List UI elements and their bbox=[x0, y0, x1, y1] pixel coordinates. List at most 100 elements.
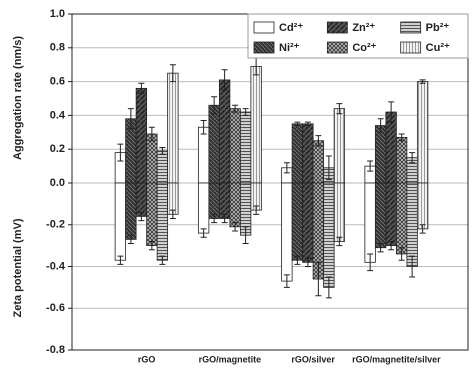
error-bar bbox=[221, 69, 228, 91]
bar bbox=[281, 182, 293, 282]
legend-label: Co²⁺ bbox=[352, 42, 376, 54]
error-bar bbox=[221, 213, 228, 224]
error-bar bbox=[200, 228, 207, 238]
bar bbox=[146, 182, 158, 247]
error-bar bbox=[117, 143, 124, 162]
bar bbox=[125, 182, 137, 240]
bar bbox=[156, 182, 169, 261]
error-bar bbox=[211, 213, 218, 224]
bar bbox=[239, 111, 252, 184]
bar bbox=[385, 182, 397, 247]
bar bbox=[385, 111, 397, 184]
bar bbox=[312, 140, 325, 184]
x-tick-label: rGO bbox=[138, 354, 156, 364]
error-bar bbox=[242, 108, 249, 116]
bar bbox=[197, 182, 210, 234]
bar bbox=[323, 182, 335, 288]
legend-label: Cd²⁺ bbox=[279, 22, 303, 34]
error-bar bbox=[409, 152, 416, 164]
bar bbox=[229, 182, 241, 228]
legend-swatch bbox=[253, 41, 275, 54]
y-tick-label: 0.6 bbox=[50, 76, 65, 88]
bar bbox=[302, 182, 314, 263]
bar bbox=[208, 104, 220, 184]
bar bbox=[374, 182, 387, 249]
bar bbox=[395, 182, 408, 255]
bar bbox=[374, 125, 387, 184]
legend-label: Ni²⁺ bbox=[279, 42, 300, 54]
bar bbox=[416, 182, 429, 230]
y-tick-label: -0.2 bbox=[46, 219, 65, 231]
legend: Cd²⁺ Ni²⁺ Zn²⁺ Co²⁺ Pb²⁺ Cu²⁺ bbox=[247, 13, 469, 59]
error-bar bbox=[138, 82, 145, 94]
error-bar bbox=[169, 64, 176, 83]
bar bbox=[291, 182, 304, 261]
error-bar bbox=[159, 147, 166, 155]
bar bbox=[156, 150, 169, 184]
error-bar bbox=[232, 104, 239, 113]
bar bbox=[395, 136, 408, 184]
y-tick-label: -0.6 bbox=[46, 302, 65, 314]
y-tick-label: 0.0 bbox=[50, 177, 65, 189]
error-bar bbox=[325, 155, 332, 181]
y-tick-label: 0.4 bbox=[50, 109, 66, 121]
y-axis-label: Zeta potential (mV) bbox=[12, 218, 24, 317]
error-bar bbox=[117, 255, 124, 265]
legend-box bbox=[247, 13, 469, 59]
error-bar bbox=[367, 160, 374, 172]
error-bar bbox=[377, 243, 384, 253]
error-bar bbox=[294, 121, 301, 127]
legend-swatch bbox=[326, 21, 348, 34]
error-bar bbox=[253, 205, 260, 215]
error-bar bbox=[398, 133, 405, 142]
error-bar bbox=[388, 101, 395, 123]
error-bar bbox=[159, 255, 166, 265]
error-bar bbox=[283, 162, 290, 174]
bar bbox=[114, 182, 127, 261]
error-bar bbox=[211, 96, 218, 115]
error-bar bbox=[294, 255, 301, 265]
error-bar bbox=[304, 257, 311, 267]
error-bar bbox=[409, 255, 416, 278]
error-bar bbox=[315, 261, 322, 297]
bar bbox=[146, 133, 158, 184]
bar bbox=[291, 123, 304, 184]
legend-label: Zn²⁺ bbox=[352, 22, 375, 34]
legend-label: Pb²⁺ bbox=[426, 22, 450, 34]
legend-swatch bbox=[400, 21, 422, 34]
bar bbox=[218, 79, 231, 184]
error-bar bbox=[419, 79, 426, 84]
error-bar bbox=[169, 209, 176, 219]
legend-swatch bbox=[326, 41, 348, 54]
bar bbox=[406, 182, 418, 267]
y-tick-label: -0.8 bbox=[46, 344, 65, 356]
y-tick-label: -0.4 bbox=[46, 260, 66, 272]
error-bar bbox=[148, 126, 155, 142]
x-tick-label: rGO/magnetite bbox=[199, 354, 262, 364]
legend-label: Cu²⁺ bbox=[426, 42, 450, 54]
error-bar bbox=[315, 135, 322, 147]
error-bar bbox=[398, 247, 405, 261]
error-bar bbox=[388, 240, 395, 251]
error-bar bbox=[138, 211, 145, 222]
x-tick-label: rGO/silver bbox=[291, 354, 335, 364]
error-bar bbox=[377, 118, 384, 133]
bar bbox=[218, 182, 231, 219]
y-tick-label: 1.0 bbox=[50, 8, 65, 20]
bar bbox=[333, 108, 346, 184]
error-bar bbox=[127, 234, 134, 245]
error-bar bbox=[127, 108, 134, 130]
bar bbox=[167, 72, 179, 184]
bar bbox=[364, 182, 376, 263]
error-bar bbox=[304, 121, 311, 127]
y-tick-label: 0.8 bbox=[50, 42, 65, 54]
bar bbox=[302, 123, 314, 184]
bar bbox=[197, 126, 210, 184]
error-bar bbox=[148, 240, 155, 251]
x-tick-label: rGO/magnetite/silver bbox=[352, 354, 441, 364]
bars bbox=[114, 57, 429, 299]
legend-swatch bbox=[253, 21, 275, 34]
bar bbox=[135, 182, 148, 217]
bar bbox=[229, 108, 241, 184]
